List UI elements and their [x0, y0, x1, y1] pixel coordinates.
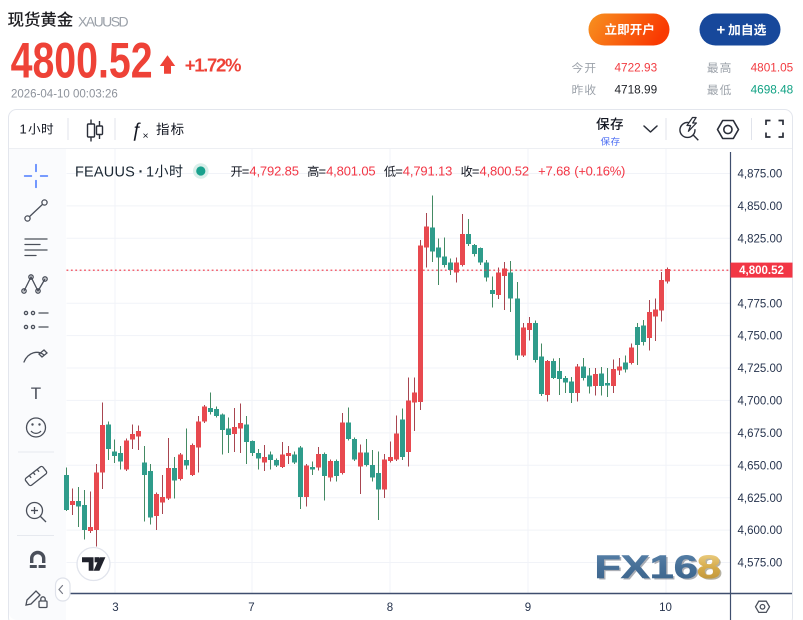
- svg-text:4801.05: 4801.05: [751, 61, 794, 75]
- svg-text:4,791.13: 4,791.13: [403, 163, 452, 178]
- svg-text:4,650.00: 4,650.00: [738, 460, 783, 472]
- svg-text:1: 1: [146, 165, 154, 181]
- svg-text:4,700.00: 4,700.00: [738, 396, 783, 408]
- svg-text:ƒ: ƒ: [131, 120, 142, 141]
- svg-text:10: 10: [659, 602, 672, 614]
- svg-text:FEAUUS: FEAUUS: [75, 165, 135, 181]
- svg-text:4698.48: 4698.48: [751, 83, 794, 97]
- svg-text:4,825.00: 4,825.00: [738, 233, 783, 245]
- svg-text:3: 3: [112, 602, 118, 614]
- svg-text:1: 1: [20, 122, 27, 137]
- svg-text:4,875.00: 4,875.00: [738, 169, 783, 181]
- svg-text:4,775.00: 4,775.00: [738, 298, 783, 310]
- svg-text:·: ·: [139, 165, 144, 181]
- svg-text:2026-04-10 00:03:26: 2026-04-10 00:03:26: [11, 89, 118, 101]
- svg-text:=: =: [242, 163, 250, 178]
- svg-text:+7.68: +7.68: [538, 163, 570, 178]
- svg-text:8: 8: [699, 552, 723, 587]
- svg-text:4,675.00: 4,675.00: [738, 428, 783, 440]
- svg-text:4,750.00: 4,750.00: [738, 331, 783, 343]
- svg-text:4,850.00: 4,850.00: [738, 201, 783, 213]
- svg-text:T: T: [31, 384, 41, 403]
- svg-text:4,625.00: 4,625.00: [738, 493, 783, 505]
- svg-text:9: 9: [525, 602, 531, 614]
- svg-text:4,725.00: 4,725.00: [738, 363, 783, 375]
- svg-text:=: =: [319, 163, 327, 178]
- svg-text:4,792.85: 4,792.85: [249, 163, 298, 178]
- svg-text:4,801.05: 4,801.05: [326, 163, 375, 178]
- svg-text:4718.99: 4718.99: [615, 83, 658, 97]
- svg-text:4,600.00: 4,600.00: [738, 525, 783, 537]
- svg-text:8: 8: [697, 550, 721, 585]
- svg-text:4,800.52: 4,800.52: [480, 163, 529, 178]
- svg-text:4,800.52: 4,800.52: [739, 265, 784, 277]
- svg-text:XAUUSD: XAUUSD: [78, 14, 128, 30]
- svg-text:+1.72%: +1.72%: [185, 55, 241, 76]
- svg-text:4800.52: 4800.52: [11, 32, 153, 89]
- svg-text:=: =: [472, 163, 480, 178]
- svg-text:8: 8: [387, 602, 393, 614]
- svg-text:FX16: FX16: [596, 552, 699, 587]
- svg-text:7: 7: [248, 602, 254, 614]
- svg-text:4722.93: 4722.93: [615, 61, 658, 75]
- svg-text:×: ×: [143, 130, 149, 142]
- svg-text:=: =: [395, 163, 403, 178]
- svg-text:FX16: FX16: [595, 550, 698, 585]
- svg-text:4,575.00: 4,575.00: [738, 558, 783, 570]
- svg-text:+: +: [717, 22, 726, 39]
- svg-text:(+0.16%): (+0.16%): [574, 163, 625, 178]
